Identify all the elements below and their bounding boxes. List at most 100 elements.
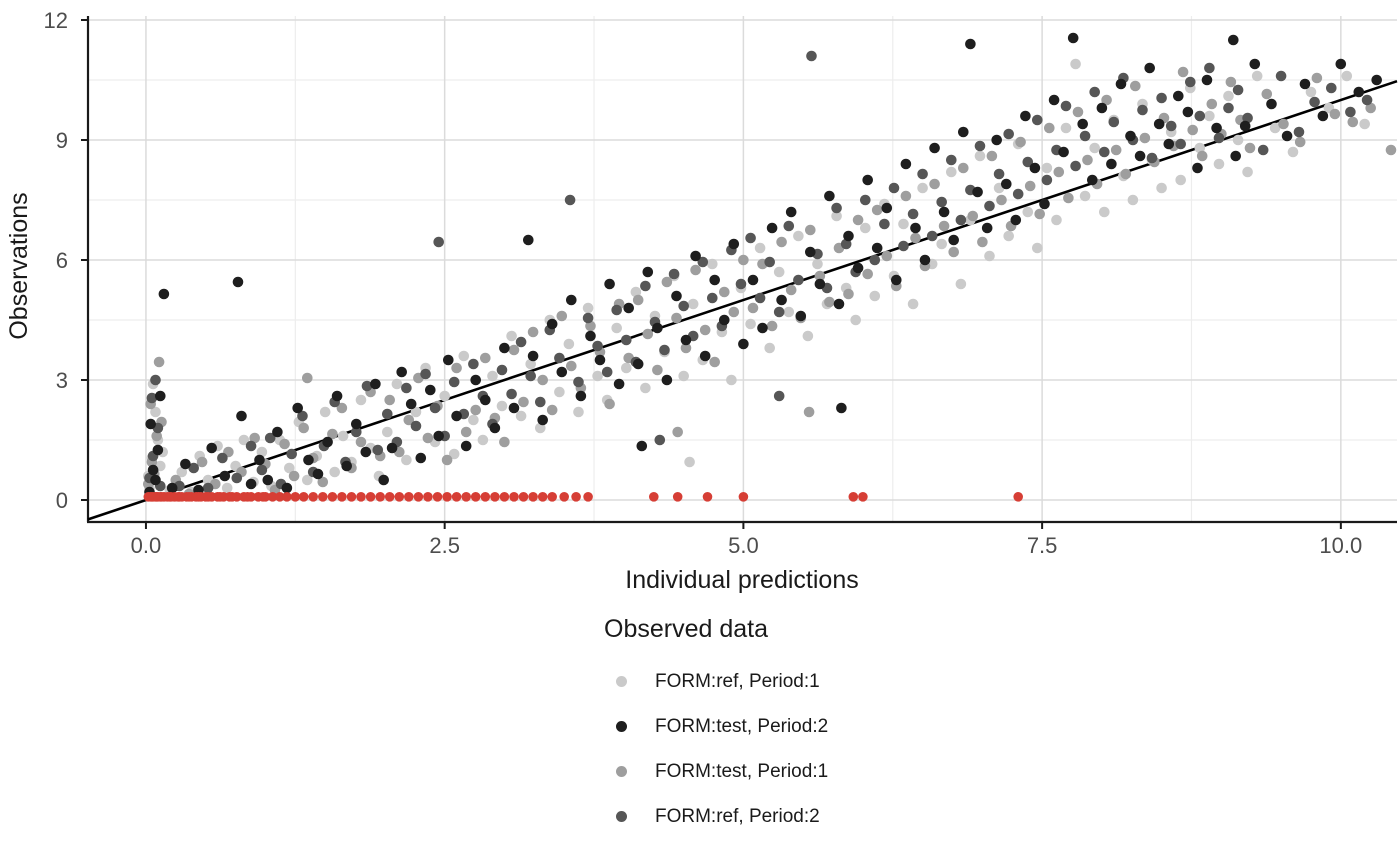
data-point — [1134, 150, 1146, 162]
data-point — [986, 150, 998, 162]
data-point — [496, 364, 508, 376]
data-point — [448, 448, 460, 460]
data-point — [926, 230, 938, 242]
data-point — [621, 334, 632, 346]
data-point — [425, 384, 436, 396]
data-point — [308, 492, 319, 502]
data-point — [470, 492, 481, 502]
data-point — [1156, 92, 1167, 104]
data-point — [805, 224, 816, 236]
data-point — [900, 158, 912, 170]
data-point — [1024, 180, 1036, 192]
data-point — [527, 326, 539, 338]
data-point — [1032, 242, 1043, 254]
data-point — [1120, 168, 1132, 180]
data-point — [441, 454, 453, 466]
data-point — [654, 434, 666, 446]
data-point — [1101, 94, 1112, 106]
data-point — [1347, 116, 1359, 128]
data-point — [783, 306, 795, 318]
data-point — [1070, 160, 1081, 172]
series-points — [143, 492, 1023, 502]
data-point — [936, 238, 947, 250]
data-point — [267, 492, 278, 502]
data-point — [611, 304, 622, 316]
data-point — [158, 288, 170, 300]
data-point — [547, 492, 557, 502]
data-point — [623, 302, 634, 314]
data-point — [451, 492, 462, 502]
data-point — [282, 492, 292, 502]
data-point — [984, 250, 995, 262]
data-point — [1003, 128, 1014, 140]
data-point — [1317, 110, 1329, 122]
data-point — [1239, 120, 1251, 132]
data-point — [535, 422, 546, 434]
data-point — [1281, 130, 1293, 142]
data-point — [707, 258, 718, 270]
data-point — [632, 294, 644, 306]
data-point — [217, 452, 228, 464]
data-point — [1275, 70, 1287, 82]
data-point — [1022, 206, 1034, 218]
data-point — [394, 492, 405, 502]
data-point — [188, 462, 199, 474]
data-point — [754, 242, 766, 254]
data-point — [977, 236, 988, 248]
legend: Observed data FORM:ref, Period:1 FORM:te… — [604, 615, 828, 839]
data-point — [297, 410, 308, 422]
data-point — [451, 362, 462, 374]
data-point — [601, 366, 613, 378]
data-point — [351, 418, 362, 430]
data-point — [1299, 78, 1311, 90]
data-point — [155, 390, 166, 402]
data-point — [996, 194, 1007, 206]
data-point — [1194, 110, 1206, 122]
data-point — [564, 194, 576, 206]
tick-marks — [81, 19, 1342, 529]
data-point — [150, 406, 161, 418]
data-point — [1213, 158, 1225, 170]
data-point — [206, 442, 217, 454]
legend-item-label: FORM:test, Period:1 — [655, 760, 829, 782]
x-tick-label: 7.5 — [1027, 533, 1058, 558]
data-point — [1309, 96, 1320, 108]
data-point — [238, 434, 250, 446]
data-point — [843, 288, 854, 300]
data-point — [1072, 106, 1084, 118]
data-point — [254, 454, 265, 466]
data-point — [468, 358, 479, 370]
data-point — [1269, 122, 1281, 134]
identity-line — [87, 79, 1398, 521]
data-point — [840, 238, 852, 250]
data-point — [869, 290, 881, 302]
data-point — [232, 276, 244, 288]
data-point — [850, 314, 861, 326]
data-point — [965, 38, 976, 50]
x-tick-label: 10.0 — [1319, 533, 1362, 558]
data-point — [523, 234, 534, 246]
data-point — [795, 310, 807, 322]
data-point — [264, 432, 276, 444]
data-point — [396, 366, 408, 378]
data-point — [1232, 134, 1244, 146]
data-point — [699, 324, 711, 336]
data-point — [974, 140, 986, 152]
data-point — [642, 328, 654, 340]
data-point — [260, 492, 271, 502]
data-point — [337, 430, 349, 442]
data-point — [747, 274, 759, 286]
data-point — [1251, 70, 1263, 82]
data-point — [480, 352, 491, 364]
data-point — [150, 474, 161, 486]
data-point — [1096, 102, 1108, 114]
data-point — [1079, 130, 1091, 142]
data-point — [442, 492, 452, 502]
data-point — [1048, 94, 1060, 106]
data-point — [709, 356, 720, 368]
data-point — [630, 286, 642, 298]
data-point — [806, 50, 817, 62]
data-point — [671, 312, 682, 324]
data-point — [401, 382, 412, 394]
data-point — [298, 422, 310, 434]
